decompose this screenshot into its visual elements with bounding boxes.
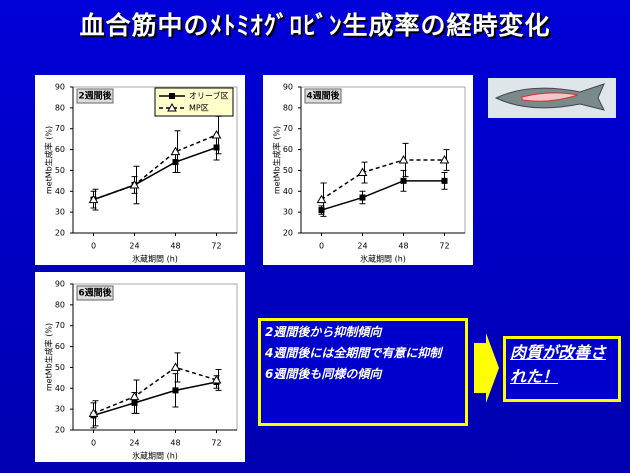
panel-label-box: [76, 285, 114, 301]
chart: 20 30 40 50 60 70 80 90 0 24 48 72 氷蔵期間 (h) metMb生成率 …: [35, 75, 245, 265]
marker: [129, 391, 140, 401]
y-axis-title: metMb生成率 (%): [44, 323, 54, 391]
marker: [211, 129, 222, 139]
x-tick-label: 24: [357, 242, 367, 251]
panel-label-box: [304, 88, 342, 104]
marker: [170, 146, 181, 156]
y-axis-title: metMb生成率 (%): [272, 126, 282, 194]
y-tick-label: 60: [55, 145, 65, 154]
y-tick-label: 70: [55, 321, 65, 330]
y-tick-label: 50: [55, 166, 65, 175]
series-line: [93, 366, 217, 415]
marker: [357, 167, 368, 177]
y-tick-label: 70: [55, 124, 65, 133]
x-axis-title: 氷蔵期間 (h): [132, 451, 178, 461]
x-axis-title: 氷蔵期間 (h): [132, 254, 178, 264]
panel-label: 6週間後: [78, 287, 112, 299]
marker: [213, 144, 220, 151]
x-tick-label: 72: [211, 242, 221, 251]
y-tick-label: 60: [55, 342, 65, 351]
x-axis-title: 氷蔵期間 (h): [360, 254, 406, 264]
panel-label-box: [76, 88, 114, 104]
marker: [316, 194, 327, 204]
x-tick-label: 72: [439, 242, 449, 251]
chart-background: [35, 272, 245, 462]
y-tick-label: 20: [283, 229, 293, 238]
x-tick-label: 0: [91, 439, 96, 448]
marker: [129, 180, 140, 189]
marker: [88, 194, 99, 204]
x-tick-label: 24: [129, 439, 139, 448]
y-tick-label: 80: [55, 300, 65, 309]
marker: [439, 154, 450, 164]
marker: [88, 408, 99, 417]
marker: [441, 177, 448, 184]
y-tick-label: 90: [283, 83, 293, 92]
y-axis-title: metMb生成率 (%): [44, 126, 54, 194]
y-tick-label: 30: [55, 405, 65, 414]
x-tick-label: 0: [319, 242, 324, 251]
y-tick-label: 40: [55, 384, 65, 393]
marker: [398, 154, 409, 164]
marker: [172, 387, 179, 394]
x-tick-label: 48: [398, 242, 408, 251]
chart: 20 30 40 50 60 70 80 90 0 24 48 72 氷蔵期間 (h) metMb生成率 …: [263, 75, 473, 265]
note: 2週間後から抑制傾向: [265, 325, 382, 339]
marker: [359, 194, 366, 201]
x-tick-label: 48: [170, 242, 180, 251]
x-tick-label: 24: [129, 242, 139, 251]
series-line: [93, 381, 217, 417]
y-tick-label: 20: [55, 426, 65, 435]
y-tick-label: 80: [283, 103, 293, 112]
slide-title: 血合筋中のﾒﾄﾐｵｸﾞﾛﾋﾞﾝ生成率の経時変化: [79, 11, 551, 40]
series-line: [321, 159, 445, 201]
note: 6週間後も同様の傾向: [265, 367, 382, 381]
y-tick-label: 70: [283, 124, 293, 133]
legend-label: MP区: [189, 104, 209, 113]
arrow: [474, 333, 499, 403]
y-tick-label: 40: [283, 187, 293, 196]
series-line: [93, 134, 217, 201]
y-tick-label: 50: [283, 166, 293, 175]
fish-photo: [488, 78, 616, 118]
x-tick-label: 72: [211, 439, 221, 448]
y-tick-label: 90: [55, 280, 65, 289]
y-tick-label: 60: [283, 145, 293, 154]
y-tick-label: 50: [55, 363, 65, 372]
y-tick-label: 40: [55, 187, 65, 196]
chart: 20 30 40 50 60 70 80 90 0 24 48 72 氷蔵期間 (h) metMb生成率 …: [35, 272, 245, 462]
marker: [170, 362, 181, 371]
x-tick-label: 48: [170, 439, 180, 448]
marker: [318, 207, 325, 214]
panel-label: 2週間後: [78, 90, 112, 102]
chart-background: [263, 75, 473, 265]
text-box: 2週間後から抑制傾向 4週間後には全期間で有意に抑制 6週間後も同様の傾向: [258, 318, 468, 426]
marker: [131, 399, 138, 406]
legend-label: オリーブ区: [189, 91, 229, 101]
marker: [211, 374, 222, 384]
marker: [172, 159, 179, 166]
series-line: [321, 180, 445, 211]
y-tick-label: 30: [283, 208, 293, 217]
y-tick-label: 90: [55, 83, 65, 92]
marker: [400, 177, 407, 184]
y-tick-label: 20: [55, 229, 65, 238]
x-tick-label: 0: [91, 242, 96, 251]
legend-marker: [169, 93, 175, 99]
panel-label: 4週間後: [306, 90, 340, 102]
callout: 肉質が改善された！: [503, 336, 621, 402]
y-tick-label: 30: [55, 208, 65, 217]
legend-marker: [167, 102, 177, 112]
note: 4週間後には全期間で有意に抑制: [265, 346, 442, 360]
y-tick-label: 80: [55, 103, 65, 112]
